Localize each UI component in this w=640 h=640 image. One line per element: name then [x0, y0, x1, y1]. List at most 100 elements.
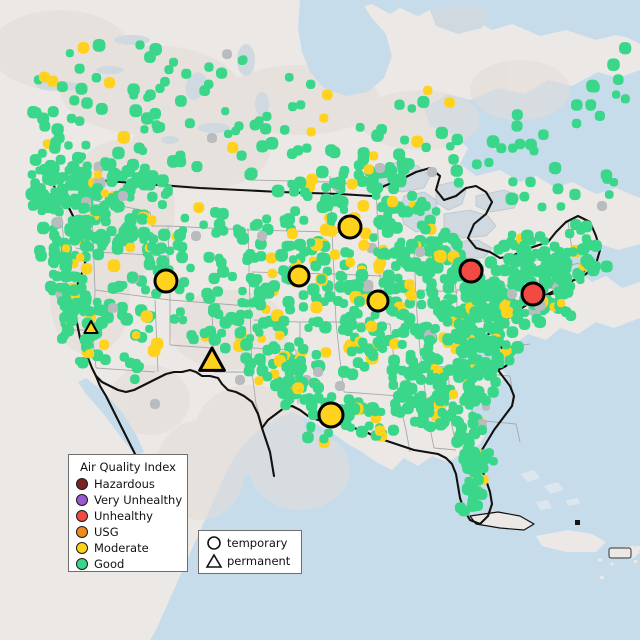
station-marker[interactable]	[537, 202, 547, 212]
station-marker[interactable]	[404, 279, 415, 290]
station-marker[interactable]	[319, 113, 329, 123]
station-marker[interactable]	[148, 234, 158, 244]
station-marker[interactable]	[64, 141, 73, 150]
station-marker[interactable]	[583, 238, 593, 247]
station-marker[interactable]	[442, 282, 455, 294]
station-marker[interactable]	[289, 186, 300, 197]
station-marker[interactable]	[173, 229, 186, 242]
station-marker[interactable]	[150, 337, 164, 351]
station-marker[interactable]	[72, 181, 83, 191]
station-marker[interactable]	[49, 142, 61, 154]
station-marker[interactable]	[191, 162, 200, 171]
station-marker[interactable]	[339, 165, 350, 176]
station-marker[interactable]	[141, 285, 150, 295]
station-marker[interactable]	[37, 148, 47, 158]
station-marker[interactable]	[268, 341, 279, 351]
station-marker[interactable]	[270, 379, 282, 392]
station-marker[interactable]	[302, 143, 312, 153]
station-marker[interactable]	[498, 239, 511, 252]
station-marker[interactable]	[507, 275, 519, 286]
station-marker[interactable]	[375, 219, 386, 230]
station-marker[interactable]	[126, 271, 139, 283]
station-marker[interactable]	[353, 170, 364, 180]
station-marker[interactable]	[39, 71, 50, 83]
station-marker[interactable]	[222, 49, 232, 60]
station-marker[interactable]	[433, 355, 444, 365]
station-marker[interactable]	[569, 188, 581, 201]
station-marker[interactable]	[521, 253, 533, 264]
station-marker[interactable]	[346, 346, 357, 357]
station-marker[interactable]	[302, 431, 314, 444]
station-marker[interactable]	[85, 242, 95, 252]
station-marker[interactable]	[245, 249, 256, 259]
station-marker[interactable]	[425, 248, 434, 257]
station-marker[interactable]	[355, 122, 365, 132]
station-marker[interactable]	[447, 407, 457, 418]
station-marker[interactable]	[79, 334, 92, 346]
station-marker[interactable]	[612, 74, 624, 85]
highlighted-station-temporary[interactable]	[287, 264, 311, 288]
station-marker[interactable]	[406, 289, 417, 301]
station-marker-nodata[interactable]	[597, 201, 607, 211]
station-marker[interactable]	[158, 228, 171, 241]
station-marker[interactable]	[390, 398, 400, 409]
station-marker[interactable]	[514, 138, 526, 150]
station-marker[interactable]	[36, 188, 50, 202]
station-marker[interactable]	[80, 263, 93, 275]
station-marker-nodata[interactable]	[150, 399, 160, 409]
station-marker[interactable]	[400, 135, 409, 145]
station-marker[interactable]	[333, 176, 346, 189]
station-marker[interactable]	[169, 57, 178, 67]
station-marker[interactable]	[85, 349, 95, 359]
station-marker[interactable]	[68, 284, 81, 297]
station-marker[interactable]	[131, 331, 141, 340]
station-marker[interactable]	[619, 42, 632, 55]
station-marker[interactable]	[423, 85, 433, 96]
highlighted-station-temporary[interactable]	[366, 289, 390, 313]
station-marker[interactable]	[266, 252, 278, 264]
station-marker[interactable]	[389, 338, 401, 350]
highlighted-station-temporary[interactable]	[520, 281, 546, 307]
station-marker[interactable]	[438, 312, 448, 322]
station-marker[interactable]	[243, 365, 255, 377]
station-marker[interactable]	[284, 342, 295, 353]
station-marker[interactable]	[193, 202, 205, 214]
station-marker[interactable]	[396, 251, 405, 260]
station-marker[interactable]	[448, 401, 457, 410]
station-marker[interactable]	[409, 416, 420, 427]
station-marker[interactable]	[391, 222, 403, 234]
station-marker[interactable]	[29, 154, 42, 166]
station-marker[interactable]	[141, 112, 154, 125]
station-marker[interactable]	[67, 305, 80, 317]
station-marker[interactable]	[106, 176, 118, 187]
station-marker[interactable]	[406, 356, 415, 365]
station-marker[interactable]	[129, 104, 143, 118]
station-marker[interactable]	[212, 286, 223, 297]
station-marker[interactable]	[39, 163, 51, 176]
station-marker[interactable]	[104, 160, 113, 169]
station-marker[interactable]	[256, 251, 267, 262]
station-marker[interactable]	[305, 399, 318, 412]
station-marker[interactable]	[370, 310, 380, 320]
station-marker[interactable]	[160, 76, 170, 87]
station-marker[interactable]	[255, 238, 267, 250]
station-marker[interactable]	[79, 202, 90, 213]
station-marker[interactable]	[548, 161, 562, 175]
station-marker[interactable]	[310, 260, 322, 272]
station-marker[interactable]	[176, 307, 185, 317]
station-marker[interactable]	[306, 173, 318, 186]
station-marker[interactable]	[339, 299, 349, 308]
highlighted-station-temporary[interactable]	[337, 214, 363, 240]
station-marker[interactable]	[243, 309, 253, 319]
station-marker[interactable]	[217, 265, 230, 278]
station-marker[interactable]	[451, 133, 463, 146]
station-marker[interactable]	[87, 216, 96, 225]
station-marker[interactable]	[450, 236, 461, 248]
station-marker[interactable]	[594, 110, 605, 121]
station-marker[interactable]	[612, 90, 621, 99]
station-marker[interactable]	[609, 178, 619, 187]
station-marker[interactable]	[133, 142, 145, 154]
station-marker[interactable]	[376, 330, 386, 340]
station-marker[interactable]	[93, 170, 103, 179]
